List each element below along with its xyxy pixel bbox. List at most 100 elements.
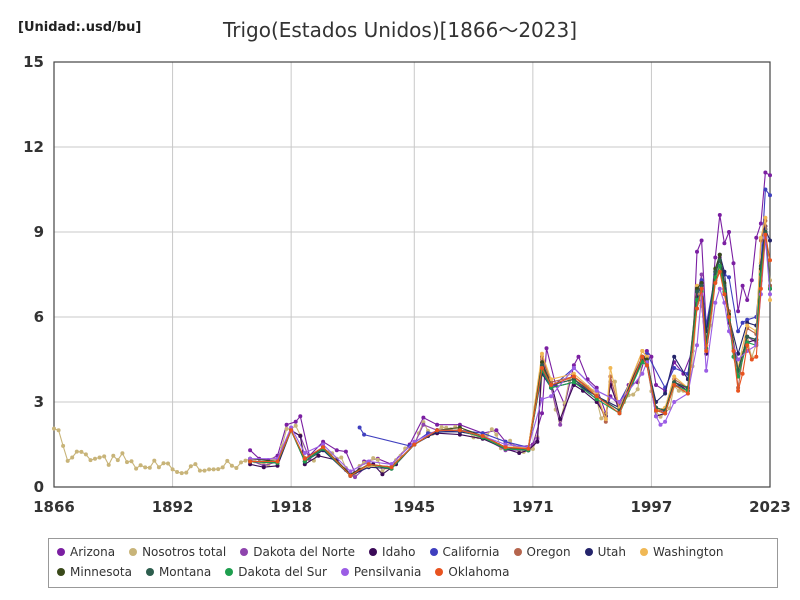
data-point bbox=[540, 397, 544, 402]
data-point bbox=[111, 453, 116, 458]
data-point bbox=[758, 221, 763, 226]
data-point bbox=[202, 468, 207, 473]
data-point bbox=[644, 354, 649, 359]
data-point bbox=[339, 455, 344, 460]
legend-label: California bbox=[442, 545, 500, 559]
data-point bbox=[188, 464, 193, 469]
legend-item[interactable]: Pensilvania bbox=[340, 562, 421, 582]
data-point bbox=[763, 230, 768, 234]
legend-label: Arizona bbox=[70, 545, 116, 559]
legend-item[interactable]: Washington bbox=[640, 542, 724, 562]
data-point bbox=[348, 473, 353, 478]
data-point bbox=[594, 397, 599, 402]
data-point bbox=[106, 462, 111, 467]
legend-item[interactable]: Arizona bbox=[57, 542, 115, 562]
data-point bbox=[549, 385, 554, 390]
legend-item[interactable]: Idaho bbox=[369, 542, 416, 562]
data-point bbox=[699, 286, 704, 291]
data-point bbox=[275, 459, 280, 464]
data-point bbox=[558, 422, 563, 427]
legend-swatch-icon bbox=[57, 548, 65, 556]
data-point bbox=[480, 431, 485, 436]
legend-swatch-icon bbox=[129, 548, 138, 556]
data-point bbox=[717, 286, 722, 291]
data-point bbox=[549, 377, 554, 382]
x-tick-label: 1997 bbox=[631, 498, 673, 516]
legend-item[interactable]: Montana bbox=[145, 562, 212, 582]
data-point bbox=[289, 425, 294, 430]
data-point bbox=[234, 466, 239, 470]
data-point bbox=[763, 215, 768, 220]
data-point bbox=[293, 419, 298, 424]
data-point bbox=[457, 428, 462, 433]
data-point bbox=[357, 425, 362, 430]
data-point bbox=[663, 411, 668, 416]
data-point bbox=[302, 459, 307, 464]
data-point bbox=[115, 458, 120, 463]
data-point bbox=[56, 428, 61, 433]
legend-item[interactable]: Oklahoma bbox=[435, 562, 509, 582]
data-point bbox=[380, 469, 385, 474]
data-point bbox=[672, 366, 677, 370]
data-point bbox=[334, 448, 339, 453]
data-point bbox=[603, 419, 608, 424]
legend-item[interactable]: Dakota del Norte bbox=[240, 542, 355, 562]
legend-item[interactable]: Nosotros total bbox=[129, 542, 226, 562]
x-tick-label: 1918 bbox=[270, 498, 312, 516]
data-point bbox=[489, 427, 494, 432]
data-point bbox=[389, 462, 394, 467]
data-point bbox=[745, 343, 750, 348]
data-point bbox=[768, 238, 772, 243]
data-point bbox=[749, 278, 754, 283]
data-point bbox=[540, 411, 544, 416]
data-point bbox=[654, 414, 658, 419]
data-point bbox=[70, 455, 75, 460]
legend-item[interactable]: Minnesota bbox=[57, 562, 132, 582]
data-point bbox=[658, 414, 663, 419]
data-point bbox=[120, 451, 125, 456]
legend-item[interactable]: Dakota del Sur bbox=[225, 562, 327, 582]
data-point bbox=[302, 462, 307, 467]
data-point bbox=[261, 465, 266, 470]
data-point bbox=[439, 425, 444, 430]
data-point bbox=[727, 230, 731, 234]
legend-item[interactable]: Oregon bbox=[513, 542, 571, 562]
unit-label: [Unidad:.usd/bu] bbox=[18, 20, 142, 35]
legend-swatch-icon bbox=[429, 548, 438, 556]
tick-labels: 0 3 6 9 12 15 1866 1892 1918 1945 1971 1997 2023 bbox=[23, 53, 791, 516]
legend-label: Oklahoma bbox=[448, 565, 510, 579]
legend-swatch-icon bbox=[369, 548, 378, 556]
data-point bbox=[768, 298, 772, 302]
legend-item[interactable]: Utah bbox=[584, 542, 626, 562]
data-point bbox=[220, 465, 225, 470]
data-point bbox=[248, 459, 253, 464]
data-point bbox=[717, 213, 722, 217]
data-point bbox=[736, 329, 741, 334]
legend: Arizona Nosotros total Dakota del Norte Ida… bbox=[48, 538, 778, 588]
data-point bbox=[608, 366, 613, 370]
data-point bbox=[713, 300, 718, 305]
data-point bbox=[713, 255, 718, 260]
data-point bbox=[147, 465, 152, 470]
data-point bbox=[298, 434, 303, 438]
series-line bbox=[249, 171, 771, 474]
data-point bbox=[248, 462, 253, 467]
data-point bbox=[594, 385, 599, 390]
data-point bbox=[156, 465, 161, 470]
data-point bbox=[640, 371, 645, 376]
data-point bbox=[494, 432, 499, 437]
data-point bbox=[717, 269, 722, 274]
data-point bbox=[763, 232, 768, 237]
data-point bbox=[321, 442, 326, 447]
data-point bbox=[248, 456, 253, 461]
legend-label: Dakota del Sur bbox=[238, 565, 327, 579]
data-point bbox=[88, 458, 93, 463]
data-point bbox=[727, 275, 731, 280]
legend-item[interactable]: California bbox=[429, 542, 500, 562]
legend-label: Montana bbox=[158, 565, 212, 579]
data-point bbox=[193, 462, 198, 467]
data-point bbox=[225, 458, 230, 463]
legend-swatch-icon bbox=[640, 548, 649, 556]
data-point bbox=[571, 366, 576, 370]
